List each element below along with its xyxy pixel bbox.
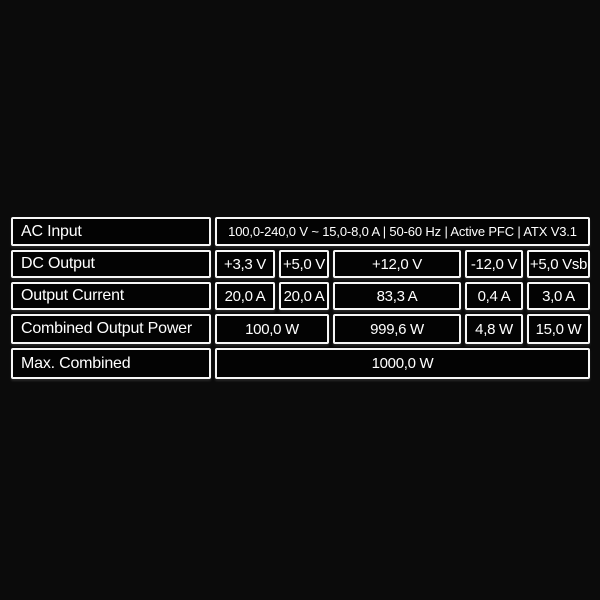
row-label-ac-input: AC Input <box>11 217 211 246</box>
dc-output-12v: +12,0 V <box>333 250 461 278</box>
current-5v: 20,0 A <box>279 282 329 310</box>
dc-output-3v3: +3,3 V <box>215 250 275 278</box>
dc-output-neg12v: -12,0 V <box>465 250 523 278</box>
row-label-combined-output-power: Combined Output Power <box>11 314 211 344</box>
current-neg12v: 0,4 A <box>465 282 523 310</box>
row-combined-output-power: Combined Output Power 100,0 W 999,6 W 4,… <box>11 314 590 344</box>
power-neg12v: 4,8 W <box>465 314 523 344</box>
current-3v3: 20,0 A <box>215 282 275 310</box>
row-max-combined: Max. Combined 1000,0 W <box>11 348 590 379</box>
current-5vsb: 3,0 A <box>527 282 590 310</box>
row-ac-input: AC Input 100,0-240,0 V ~ 15,0-8,0 A | 50… <box>11 217 590 246</box>
ac-input-value: 100,0-240,0 V ~ 15,0-8,0 A | 50-60 Hz | … <box>215 217 590 246</box>
dc-output-5vsb: +5,0 Vsb <box>527 250 590 278</box>
power-3v3-5v-combined: 100,0 W <box>215 314 329 344</box>
spec-table: AC Input 100,0-240,0 V ~ 15,0-8,0 A | 50… <box>11 217 590 383</box>
row-label-dc-output: DC Output <box>11 250 211 278</box>
max-combined-value: 1000,0 W <box>215 348 590 379</box>
power-12v: 999,6 W <box>333 314 461 344</box>
dc-output-5v: +5,0 V <box>279 250 329 278</box>
current-12v: 83,3 A <box>333 282 461 310</box>
row-dc-output: DC Output +3,3 V +5,0 V +12,0 V -12,0 V … <box>11 250 590 278</box>
power-5vsb: 15,0 W <box>527 314 590 344</box>
row-output-current: Output Current 20,0 A 20,0 A 83,3 A 0,4 … <box>11 282 590 310</box>
row-label-max-combined: Max. Combined <box>11 348 211 379</box>
row-label-output-current: Output Current <box>11 282 211 310</box>
